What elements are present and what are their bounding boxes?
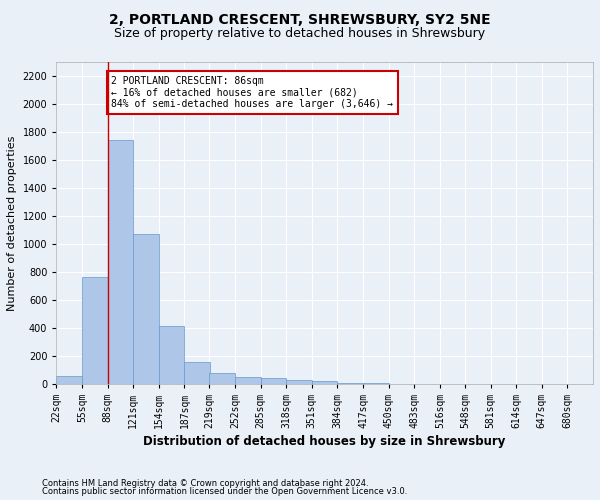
Bar: [56, 376, 82, 384]
Bar: [260, 378, 286, 384]
Text: 2, PORTLAND CRESCENT, SHREWSBURY, SY2 5NE: 2, PORTLAND CRESCENT, SHREWSBURY, SY2 5N…: [109, 12, 491, 26]
Bar: [159, 326, 184, 384]
Bar: [184, 362, 210, 384]
Bar: [235, 377, 260, 384]
Text: Contains HM Land Registry data © Crown copyright and database right 2024.: Contains HM Land Registry data © Crown c…: [42, 478, 368, 488]
Bar: [209, 372, 235, 384]
Text: Size of property relative to detached houses in Shrewsbury: Size of property relative to detached ho…: [115, 28, 485, 40]
Bar: [133, 234, 159, 384]
Text: Contains public sector information licensed under the Open Government Licence v3: Contains public sector information licen…: [42, 487, 407, 496]
Bar: [82, 278, 107, 384]
Bar: [107, 140, 133, 384]
Bar: [337, 382, 363, 384]
Bar: [286, 380, 312, 384]
Y-axis label: Number of detached properties: Number of detached properties: [7, 135, 17, 310]
X-axis label: Distribution of detached houses by size in Shrewsbury: Distribution of detached houses by size …: [143, 435, 506, 448]
Text: 2 PORTLAND CRESCENT: 86sqm
← 16% of detached houses are smaller (682)
84% of sem: 2 PORTLAND CRESCENT: 86sqm ← 16% of deta…: [112, 76, 394, 109]
Bar: [312, 382, 337, 384]
